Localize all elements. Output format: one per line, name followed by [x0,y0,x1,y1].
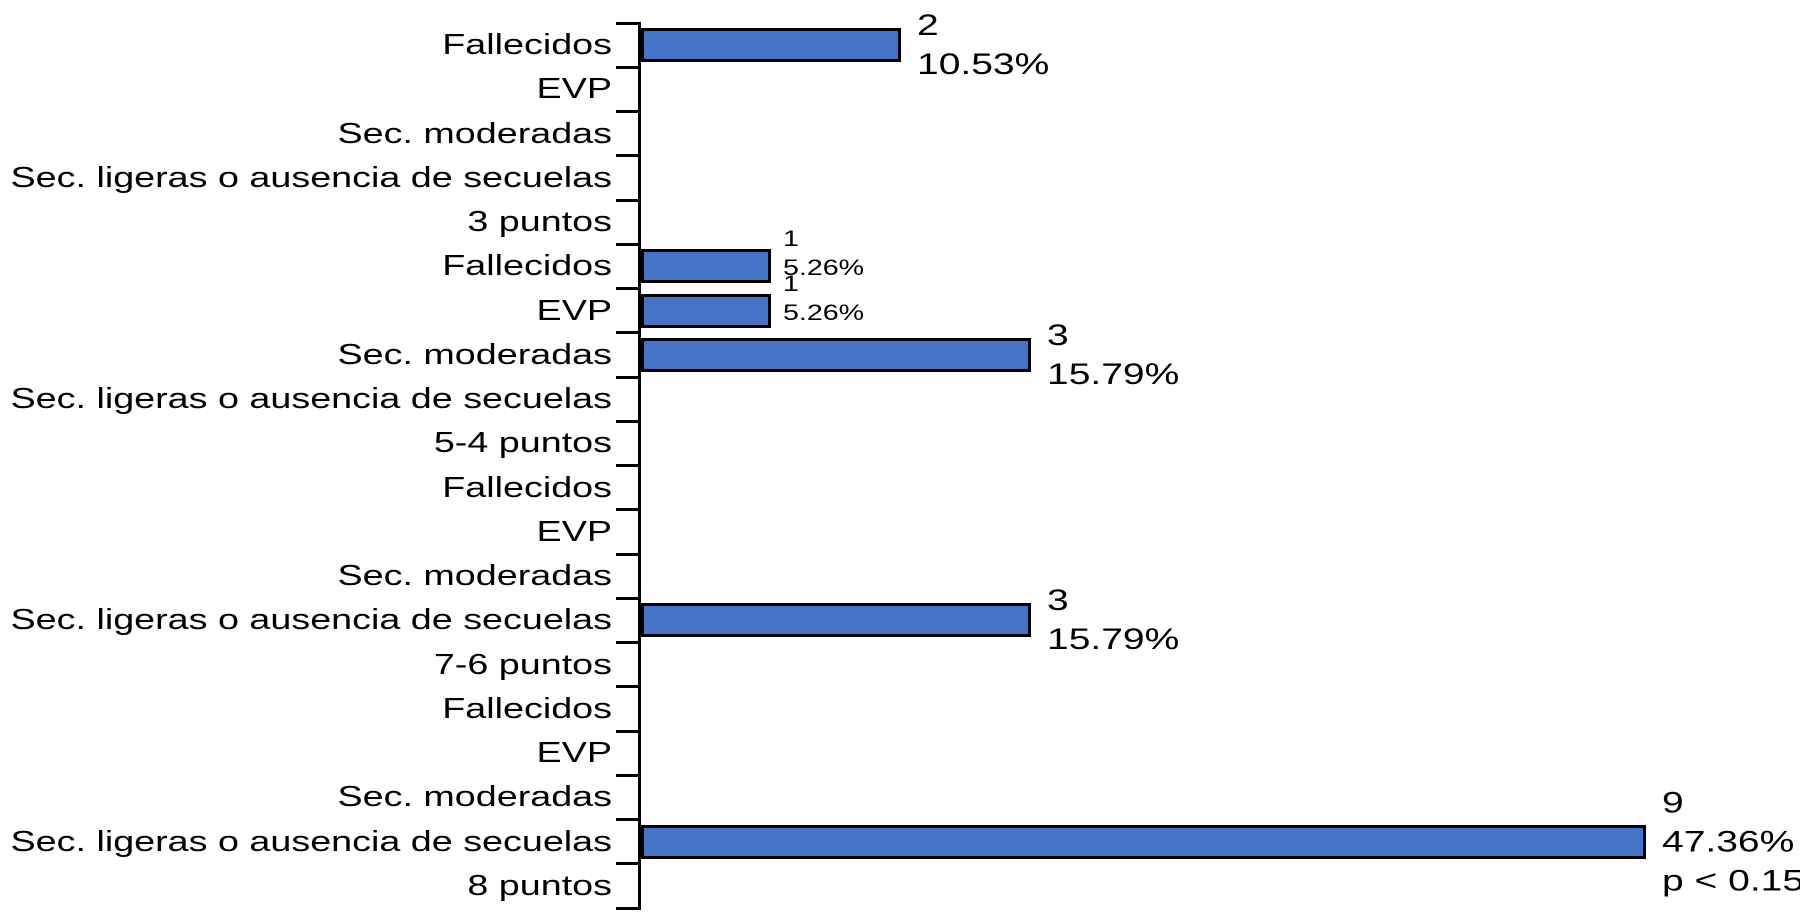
category-label: EVP [536,294,612,327]
tick-mark [616,242,638,246]
tick-mark [616,464,638,467]
tick-mark [616,906,638,910]
category-label: Sec. moderadas [337,338,612,371]
category-label: EVP [536,737,612,770]
tick-mark [616,375,638,379]
category-label: EVP [536,515,612,548]
value-label-line: p < 0.15 [1662,864,1800,898]
value-label-line: 5.26% [783,299,865,325]
value-label-line: 15.79% [1047,357,1180,391]
tick-mark [616,154,638,158]
tick-mark [616,65,638,69]
value-label-line: 1 [783,226,799,252]
group-label: 7-6 puntos [433,648,612,681]
value-label-line: 3 [1047,584,1069,618]
category-label: Fallecidos [442,250,612,283]
category-label: Fallecidos [442,692,612,725]
group-label: 5-4 puntos [433,427,612,460]
value-label-line: 5.26% [783,255,865,281]
bar [641,293,771,328]
category-label: Sec. moderadas [337,117,612,150]
category-label: Sec. moderadas [337,781,612,814]
category-label: EVP [536,73,612,106]
tick-mark [616,508,638,512]
tick-mark [616,641,638,644]
value-label-line: 1 [783,270,799,296]
value-label-line: 10.53% [917,48,1050,82]
group-label: 3 puntos [467,206,612,239]
tick-mark [616,198,638,202]
bar-value-label: 1 5.26% [783,224,864,282]
tick-mark [616,596,638,600]
bar-value-label: 9 47.36% p < 0.15 [1662,783,1800,900]
y-axis-line [638,21,641,910]
tick-mark [616,729,638,733]
tick-mark [616,862,638,866]
group-label: 8 puntos [467,869,612,902]
tick-mark [616,21,638,25]
bar-value-label: 3 15.79% [1047,581,1179,659]
tick-mark [616,818,638,821]
category-label: Fallecidos [442,471,612,504]
category-label: Sec. ligeras o ausencia de secuelas [10,604,612,637]
bar-value-label: 2 10.53% [917,6,1049,84]
tick-mark [616,773,638,777]
category-label: Sec. ligeras o ausencia de secuelas [10,161,612,194]
category-label: Sec. ligeras o ausencia de secuelas [10,383,612,416]
tick-mark [616,552,638,556]
bar [641,824,1646,859]
value-label-line: 15.79% [1047,623,1180,657]
bar-value-label: 1 5.26% [783,269,864,327]
bar [641,249,771,284]
category-label: Sec. moderadas [337,560,612,593]
tick-mark [616,419,638,423]
category-label: Sec. ligeras o ausencia de secuelas [10,825,612,858]
bar-value-label: 3 15.79% [1047,316,1179,394]
value-label-line: 3 [1047,318,1069,352]
category-label: Fallecidos [442,29,612,62]
value-label-line: 2 [917,9,939,43]
bar [641,337,1031,372]
bar [641,603,1031,638]
value-label-line: 47.36% [1662,825,1795,859]
bar [641,28,901,63]
tick-mark [616,331,638,335]
value-label-line: 9 [1662,786,1684,820]
tick-mark [616,287,638,290]
tick-mark [616,110,638,113]
tick-mark [616,685,638,689]
